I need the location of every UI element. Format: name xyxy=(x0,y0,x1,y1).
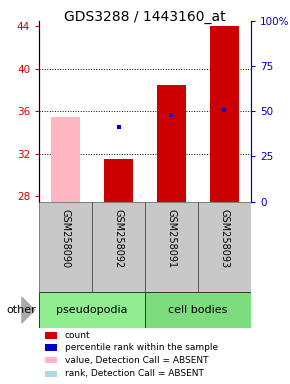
Bar xyxy=(157,85,186,202)
Text: rank, Detection Call = ABSENT: rank, Detection Call = ABSENT xyxy=(65,369,204,379)
Bar xyxy=(92,202,145,292)
Text: cell bodies: cell bodies xyxy=(168,305,228,315)
Bar xyxy=(145,202,198,292)
Text: GSM258092: GSM258092 xyxy=(114,209,124,268)
Text: GSM258093: GSM258093 xyxy=(220,209,229,268)
Bar xyxy=(104,159,133,202)
Text: percentile rank within the sample: percentile rank within the sample xyxy=(65,343,218,352)
Text: count: count xyxy=(65,331,90,340)
Text: GSM258091: GSM258091 xyxy=(166,209,176,268)
Bar xyxy=(145,292,251,328)
Bar xyxy=(51,117,80,202)
Bar xyxy=(45,332,57,339)
Text: GDS3288 / 1443160_at: GDS3288 / 1443160_at xyxy=(64,10,226,23)
Polygon shape xyxy=(22,297,35,323)
Bar xyxy=(39,292,145,328)
Bar xyxy=(198,202,251,292)
Text: value, Detection Call = ABSENT: value, Detection Call = ABSENT xyxy=(65,356,208,364)
Text: pseudopodia: pseudopodia xyxy=(56,305,128,315)
Bar xyxy=(45,344,57,351)
Bar xyxy=(45,371,57,377)
Bar xyxy=(39,202,92,292)
Text: GSM258090: GSM258090 xyxy=(61,209,70,268)
Text: other: other xyxy=(6,305,36,315)
Bar xyxy=(210,26,239,202)
Bar xyxy=(45,357,57,363)
